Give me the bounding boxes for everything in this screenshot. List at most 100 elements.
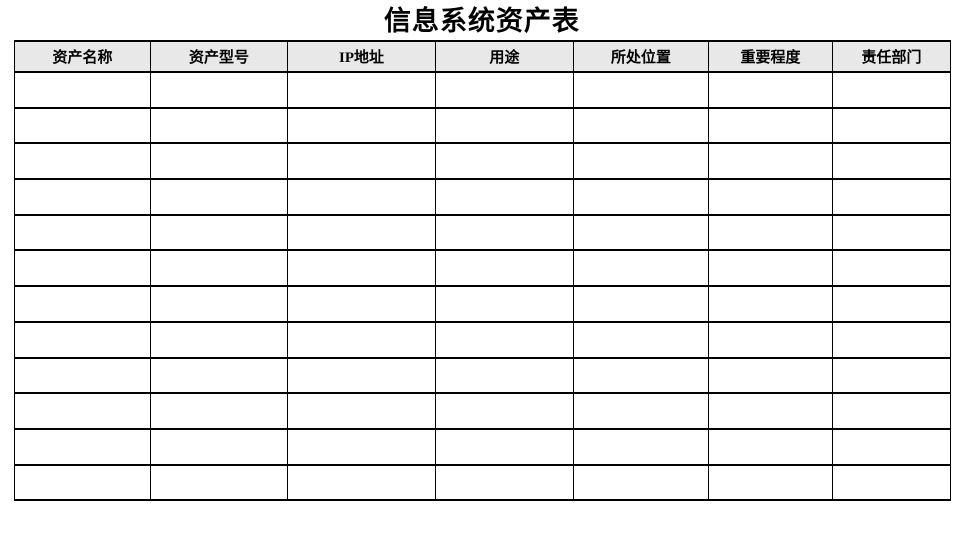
table-cell[interactable] xyxy=(435,392,574,430)
table-cell[interactable] xyxy=(287,178,436,216)
table-cell[interactable] xyxy=(287,249,436,288)
table-cell[interactable] xyxy=(832,213,951,252)
table-cell[interactable] xyxy=(435,285,574,323)
table-cell[interactable] xyxy=(150,213,288,252)
table-cell[interactable] xyxy=(708,142,833,181)
table-cell[interactable] xyxy=(150,392,288,430)
table-row xyxy=(14,463,951,502)
table-cell[interactable] xyxy=(150,320,288,359)
table-cell[interactable] xyxy=(435,320,574,359)
table-cell[interactable] xyxy=(832,142,951,181)
table-cell[interactable] xyxy=(435,249,574,288)
table-cell[interactable] xyxy=(708,356,833,395)
table-cell[interactable] xyxy=(832,463,951,502)
table-cell[interactable] xyxy=(573,320,709,359)
table-cell[interactable] xyxy=(708,285,833,323)
table-cell[interactable] xyxy=(708,392,833,430)
table-cell[interactable] xyxy=(708,249,833,288)
table-cell[interactable] xyxy=(287,213,436,252)
table-cell[interactable] xyxy=(150,427,288,466)
column-header: 资产名称 xyxy=(14,40,151,73)
table-cell[interactable] xyxy=(832,106,951,145)
table-cell[interactable] xyxy=(287,320,436,359)
table-cell[interactable] xyxy=(287,71,436,109)
table-cell[interactable] xyxy=(287,356,436,395)
table-cell[interactable] xyxy=(14,71,151,109)
table-cell[interactable] xyxy=(14,213,151,252)
asset-table: 资产名称 资产型号 IP地址 用途 所处位置 重要程度 责任部门 xyxy=(14,40,951,502)
table-cell[interactable] xyxy=(708,178,833,216)
table-cell[interactable] xyxy=(573,427,709,466)
table-cell[interactable] xyxy=(573,392,709,430)
table-cell[interactable] xyxy=(832,392,951,430)
table-cell[interactable] xyxy=(435,71,574,109)
table-cell[interactable] xyxy=(435,213,574,252)
table-cell[interactable] xyxy=(435,142,574,181)
table-row xyxy=(14,427,951,466)
table-cell[interactable] xyxy=(708,463,833,502)
table-row xyxy=(14,392,951,430)
column-header: IP地址 xyxy=(287,40,436,73)
table-cell[interactable] xyxy=(573,71,709,109)
table-cell[interactable] xyxy=(573,463,709,502)
table-cell[interactable] xyxy=(150,285,288,323)
table-cell[interactable] xyxy=(832,356,951,395)
table-cell[interactable] xyxy=(14,463,151,502)
table-row xyxy=(14,356,951,395)
table-row xyxy=(14,320,951,359)
table-cell[interactable] xyxy=(287,285,436,323)
table-cell[interactable] xyxy=(573,178,709,216)
table-cell[interactable] xyxy=(287,427,436,466)
table-row xyxy=(14,142,951,181)
table-row xyxy=(14,71,951,109)
table-cell[interactable] xyxy=(573,356,709,395)
table-cell[interactable] xyxy=(150,463,288,502)
table-cell[interactable] xyxy=(435,106,574,145)
table-cell[interactable] xyxy=(150,71,288,109)
table-cell[interactable] xyxy=(287,106,436,145)
table-cell[interactable] xyxy=(14,356,151,395)
table-cell[interactable] xyxy=(150,178,288,216)
table-cell[interactable] xyxy=(708,213,833,252)
table-cell[interactable] xyxy=(435,463,574,502)
table-cell[interactable] xyxy=(573,249,709,288)
table-cell[interactable] xyxy=(832,249,951,288)
table-cell[interactable] xyxy=(573,285,709,323)
table-cell[interactable] xyxy=(708,106,833,145)
page-title: 信息系统资产表 xyxy=(384,6,580,36)
table-cell[interactable] xyxy=(573,213,709,252)
table-cell[interactable] xyxy=(832,71,951,109)
table-cell[interactable] xyxy=(708,320,833,359)
table-cell[interactable] xyxy=(708,71,833,109)
table-cell[interactable] xyxy=(435,178,574,216)
table-cell[interactable] xyxy=(150,356,288,395)
table-cell[interactable] xyxy=(287,392,436,430)
table-row xyxy=(14,178,951,216)
table-cell[interactable] xyxy=(832,320,951,359)
table-cell[interactable] xyxy=(14,142,151,181)
table-cell[interactable] xyxy=(287,142,436,181)
table-cell[interactable] xyxy=(435,356,574,395)
table-cell[interactable] xyxy=(150,142,288,181)
table-row xyxy=(14,285,951,323)
table-cell[interactable] xyxy=(287,463,436,502)
table-cell[interactable] xyxy=(14,285,151,323)
table-cell[interactable] xyxy=(150,249,288,288)
table-cell[interactable] xyxy=(832,178,951,216)
table-cell[interactable] xyxy=(14,178,151,216)
table-cell[interactable] xyxy=(832,427,951,466)
table-cell[interactable] xyxy=(573,106,709,145)
table-cell[interactable] xyxy=(14,427,151,466)
table-row xyxy=(14,213,951,252)
asset-table-body xyxy=(14,71,951,502)
table-cell[interactable] xyxy=(573,142,709,181)
table-cell[interactable] xyxy=(14,392,151,430)
table-cell[interactable] xyxy=(435,427,574,466)
table-cell[interactable] xyxy=(832,285,951,323)
table-cell[interactable] xyxy=(708,427,833,466)
table-cell[interactable] xyxy=(14,320,151,359)
table-cell[interactable] xyxy=(14,249,151,288)
table-cell[interactable] xyxy=(150,106,288,145)
column-header: 用途 xyxy=(435,40,574,73)
table-cell[interactable] xyxy=(14,106,151,145)
